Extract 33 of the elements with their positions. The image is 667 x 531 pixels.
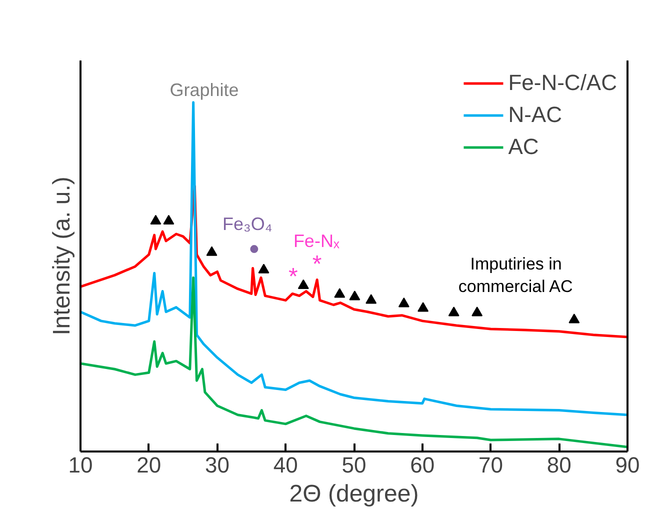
x-tick-label: 70 (478, 452, 503, 478)
annotation: Fe-Nₓ (293, 230, 340, 251)
point (150, 214, 162, 224)
point (366, 294, 377, 304)
point (398, 298, 410, 308)
y-axis-title: Intensity (a. u.) (48, 176, 76, 336)
x-axis-title: 2Θ (degree) (289, 480, 419, 508)
x-tick-label: 10 (68, 452, 93, 478)
point (568, 314, 580, 324)
x-tick-label: 60 (410, 452, 435, 478)
legend-label: N-AC (508, 102, 562, 128)
point (163, 214, 174, 224)
point (334, 288, 346, 298)
annotation: * (312, 251, 322, 278)
point (206, 246, 218, 256)
point (298, 279, 309, 290)
point (472, 306, 483, 316)
x-tick-label: 40 (273, 452, 298, 478)
x-tick-label: 80 (546, 452, 572, 478)
point (418, 302, 429, 312)
point (258, 264, 270, 274)
legend-label: Fe-N-C/AC (508, 70, 617, 96)
x-tick-label: 30 (205, 452, 230, 478)
annotation: * (288, 263, 298, 290)
x-tick-label: 90 (615, 452, 640, 478)
annotation: Imputiries in commercial AC (458, 254, 573, 296)
x-tick-label: 20 (136, 452, 162, 478)
text: Graphite (170, 80, 239, 100)
point (349, 290, 360, 300)
legend-label: AC (508, 134, 539, 160)
annotation: Fe₃O₄ (222, 214, 272, 234)
point (448, 306, 460, 316)
x-tick-label: 50 (342, 452, 366, 478)
